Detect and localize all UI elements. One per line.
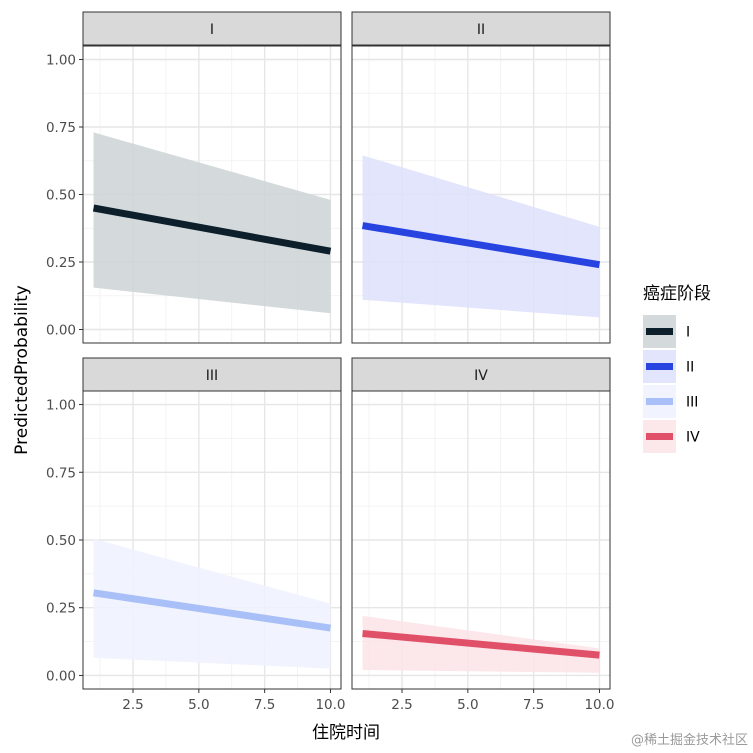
facet-i-confidence-band bbox=[93, 132, 331, 314]
legend-label-iii: III bbox=[686, 395, 698, 411]
facet-i-line bbox=[92, 204, 332, 255]
facet-i-y-tick-label: 0.75 bbox=[46, 120, 76, 136]
facet-iii-strip bbox=[82, 357, 342, 392]
facet-iii-x-tick-label: 5.0 bbox=[188, 697, 209, 713]
facet-ii-line bbox=[361, 222, 601, 269]
facet-iv-x-tick-label: 2.5 bbox=[391, 697, 412, 713]
facet-iv-x-tick-label: 5.0 bbox=[457, 697, 478, 713]
facet-i-y-tick-label: 0.25 bbox=[46, 255, 76, 271]
legend-label-iv: IV bbox=[686, 430, 700, 446]
facet-iv-panel-border bbox=[351, 390, 611, 690]
facet-iv-x-tick-label: 7.5 bbox=[523, 697, 544, 713]
legend-label-ii: II bbox=[686, 360, 694, 376]
facet-ii-panel-border bbox=[351, 45, 611, 344]
facet-ii-confidence-band bbox=[362, 155, 600, 318]
facet-iii-x-tick-label: 2.5 bbox=[122, 697, 143, 713]
facet-iv-line bbox=[362, 629, 600, 659]
facet-iii-y-tick-label: 0.50 bbox=[46, 533, 76, 549]
facet-i-strip-label: I bbox=[210, 22, 214, 38]
facet-iii-y-tick-label: 0.75 bbox=[46, 465, 76, 481]
facet-iii-y-tick-label: 0.25 bbox=[46, 601, 76, 617]
y-axis-title: PredictedProbability bbox=[12, 285, 32, 455]
facet-iii-x-tick-label: 10.0 bbox=[315, 697, 345, 713]
facet-i-strip bbox=[82, 11, 342, 46]
facet-iii-strip-label: III bbox=[206, 368, 218, 384]
facet-i-y-tick-label: 0.00 bbox=[46, 323, 76, 339]
x-axis-title: 住院时间 bbox=[312, 723, 380, 743]
facet-i-y-tick-label: 1.00 bbox=[46, 53, 76, 69]
facet-iii-y-tick-label: 1.00 bbox=[46, 398, 76, 414]
facet-ii-strip bbox=[351, 11, 611, 46]
facet-iii-y-tick-label: 0.00 bbox=[46, 668, 76, 684]
watermark: @稀土掘金技术社区 bbox=[631, 732, 748, 748]
facet-i-y-tick-label: 0.50 bbox=[46, 188, 76, 204]
legend-title: 癌症阶段 bbox=[643, 284, 711, 304]
panels-layer: I0.000.250.500.751.00IIIII0.000.250.500.… bbox=[46, 11, 615, 713]
facet-iii-x-tick-label: 7.5 bbox=[254, 697, 275, 713]
legend-label-i: I bbox=[686, 325, 690, 341]
facet-ii-strip-label: II bbox=[477, 22, 485, 38]
facet-iv-strip-label: IV bbox=[474, 368, 488, 384]
facet-iv-x-tick-label: 10.0 bbox=[584, 697, 614, 713]
facet-iii-line bbox=[93, 589, 331, 632]
facet-iii-confidence-band bbox=[93, 538, 331, 669]
